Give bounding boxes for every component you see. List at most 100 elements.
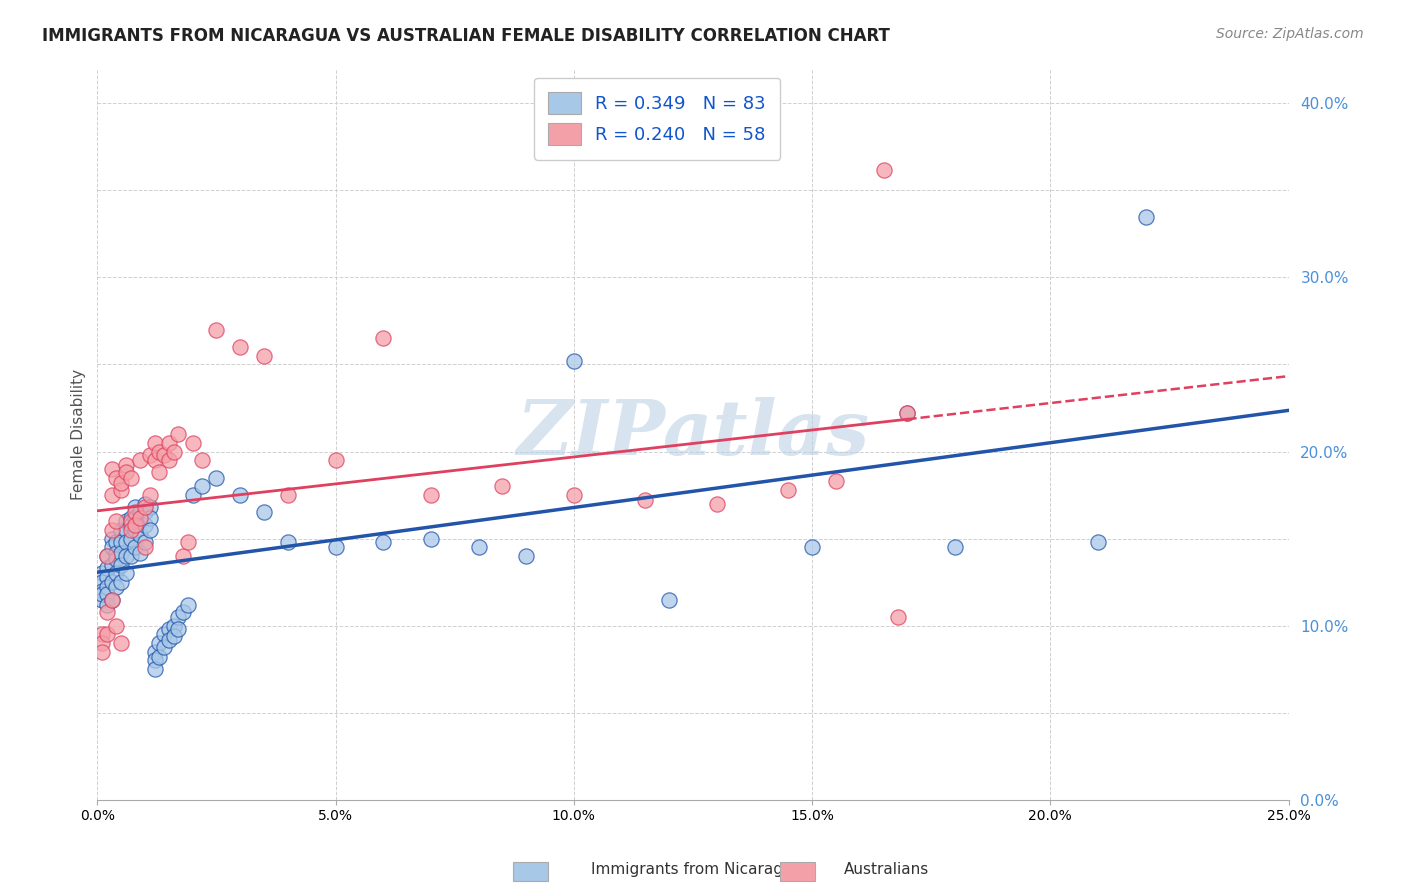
Point xyxy=(91,645,114,659)
Point xyxy=(153,640,176,654)
Point xyxy=(120,470,142,484)
Point xyxy=(100,523,122,537)
Point xyxy=(491,479,513,493)
Point xyxy=(177,598,200,612)
Point xyxy=(120,549,142,563)
Point xyxy=(124,541,146,555)
Point xyxy=(110,475,132,490)
Point xyxy=(105,552,128,566)
Point xyxy=(105,545,128,559)
Y-axis label: Female Disability: Female Disability xyxy=(72,368,86,500)
Point xyxy=(148,636,170,650)
Text: Source: ZipAtlas.com: Source: ZipAtlas.com xyxy=(1216,27,1364,41)
Point xyxy=(115,458,138,473)
Point xyxy=(253,349,276,363)
Point xyxy=(162,629,184,643)
Point xyxy=(129,510,152,524)
Point xyxy=(157,632,180,647)
Point xyxy=(153,627,176,641)
Point xyxy=(205,470,228,484)
Point xyxy=(115,535,138,549)
Point xyxy=(129,514,152,528)
Point xyxy=(100,575,122,590)
Point xyxy=(153,448,176,462)
Point xyxy=(120,532,142,546)
Point xyxy=(148,466,170,480)
Point xyxy=(100,488,122,502)
Point xyxy=(148,444,170,458)
Point xyxy=(110,523,132,537)
Point xyxy=(110,545,132,559)
Point xyxy=(143,653,166,667)
Point xyxy=(124,523,146,537)
Point xyxy=(120,510,142,524)
Point xyxy=(205,323,228,337)
Point xyxy=(96,570,118,584)
Point xyxy=(634,493,657,508)
Point xyxy=(100,592,122,607)
Text: Immigrants from Nicaragua: Immigrants from Nicaragua xyxy=(591,863,801,877)
Point xyxy=(115,523,138,537)
Point xyxy=(277,488,299,502)
Point xyxy=(96,587,118,601)
Point xyxy=(91,587,114,601)
Point xyxy=(419,488,441,502)
Point xyxy=(120,514,142,528)
Point xyxy=(134,506,156,520)
Point xyxy=(419,532,441,546)
Point xyxy=(562,488,585,502)
Point xyxy=(129,506,152,520)
Point xyxy=(129,545,152,559)
Point xyxy=(105,566,128,581)
Point xyxy=(177,535,200,549)
Point xyxy=(110,483,132,497)
Point xyxy=(134,535,156,549)
Point xyxy=(325,453,347,467)
Point xyxy=(148,650,170,665)
Point xyxy=(105,514,128,528)
Point xyxy=(91,583,114,598)
Point xyxy=(96,549,118,563)
Point xyxy=(139,523,162,537)
Point xyxy=(115,549,138,563)
Point xyxy=(872,162,894,177)
Point xyxy=(115,466,138,480)
Point xyxy=(100,532,122,546)
Point xyxy=(167,622,190,636)
Point xyxy=(373,535,395,549)
Point xyxy=(181,488,204,502)
Point xyxy=(105,470,128,484)
Point xyxy=(277,535,299,549)
Point xyxy=(778,483,800,497)
Point xyxy=(162,444,184,458)
Point xyxy=(658,592,681,607)
Point xyxy=(91,575,114,590)
Point xyxy=(134,517,156,532)
Point xyxy=(110,636,132,650)
Text: Australians: Australians xyxy=(844,863,929,877)
Point xyxy=(943,541,966,555)
Point xyxy=(105,535,128,549)
Text: IMMIGRANTS FROM NICARAGUA VS AUSTRALIAN FEMALE DISABILITY CORRELATION CHART: IMMIGRANTS FROM NICARAGUA VS AUSTRALIAN … xyxy=(42,27,890,45)
Point xyxy=(91,592,114,607)
Point xyxy=(325,541,347,555)
Point xyxy=(129,528,152,542)
Point xyxy=(181,435,204,450)
Point xyxy=(105,618,128,632)
Point xyxy=(115,566,138,581)
Point xyxy=(96,605,118,619)
Point xyxy=(139,488,162,502)
Point xyxy=(162,618,184,632)
Point xyxy=(172,549,194,563)
Point xyxy=(253,506,276,520)
Legend: R = 0.349   N = 83, R = 0.240   N = 58: R = 0.349 N = 83, R = 0.240 N = 58 xyxy=(534,78,780,160)
Point xyxy=(157,435,180,450)
Point xyxy=(373,331,395,345)
Point xyxy=(139,500,162,515)
Point xyxy=(100,541,122,555)
Point xyxy=(801,541,824,555)
Point xyxy=(157,622,180,636)
Point xyxy=(110,575,132,590)
Point xyxy=(706,497,728,511)
Point xyxy=(91,636,114,650)
